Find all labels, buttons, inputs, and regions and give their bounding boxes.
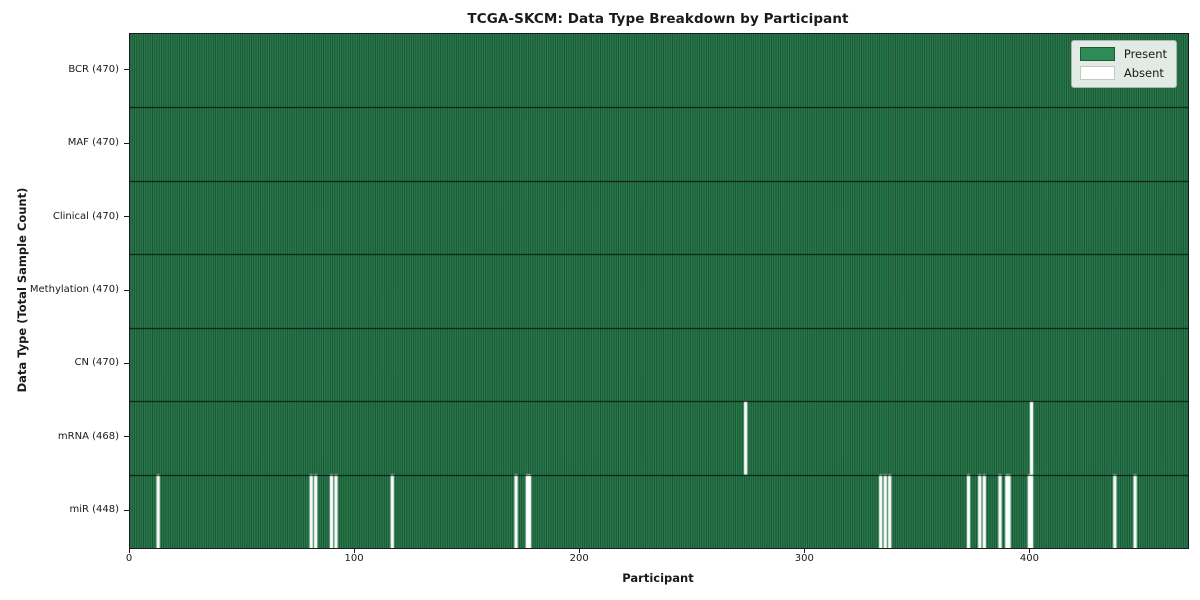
x-tick-mark: [1028, 548, 1031, 553]
legend-present-swatch-icon: [1079, 47, 1115, 61]
y-tick-mark: [124, 69, 129, 71]
plot-area: Present Absent: [129, 33, 1189, 549]
y-tick-mark: [124, 362, 129, 365]
chart-title: TCGA-SKCM: Data Type Breakdown by Partic…: [467, 11, 849, 27]
x-tick-label-0: 0: [125, 553, 133, 564]
y-tick-mark: [124, 216, 129, 218]
legend: Present Absent: [1070, 40, 1177, 88]
y-tick-mark: [124, 436, 129, 438]
x-tick-mark: [353, 548, 355, 553]
x-tick-label-400: 400: [1019, 553, 1039, 564]
y-tick-mark: [124, 289, 129, 291]
y-tick-label-methylation: Methylation (470): [29, 284, 119, 295]
x-tick-mark: [803, 548, 805, 553]
x-tick-label-300: 300: [794, 553, 814, 564]
x-tick-label-100: 100: [344, 553, 364, 564]
legend-absent-swatch-icon: [1079, 66, 1115, 80]
legend-absent-label: Absent: [1123, 65, 1164, 80]
x-axis-label: Participant: [622, 571, 694, 585]
legend-item-present: Present: [1079, 46, 1167, 61]
y-tick-label-cn: CN (470): [74, 357, 119, 369]
y-tick-mark: [124, 509, 129, 511]
y-tick-label-bcr: BCR (470): [68, 63, 119, 75]
x-tick-mark: [128, 548, 130, 553]
x-tick-mark: [578, 548, 580, 553]
y-tick-label-maf: MAF (470): [67, 137, 119, 149]
y-tick-label-mir: miR (448): [69, 504, 119, 516]
legend-item-absent: Absent: [1079, 65, 1167, 80]
x-tick-label-200: 200: [569, 553, 589, 564]
legend-present-label: Present: [1123, 46, 1167, 61]
y-tick-label-clinical: Clinical (470): [52, 210, 119, 222]
y-tick-mark: [124, 142, 129, 144]
heatmap-canvas: [130, 34, 1188, 548]
y-tick-label-mrna: mRNA (468): [57, 430, 119, 442]
